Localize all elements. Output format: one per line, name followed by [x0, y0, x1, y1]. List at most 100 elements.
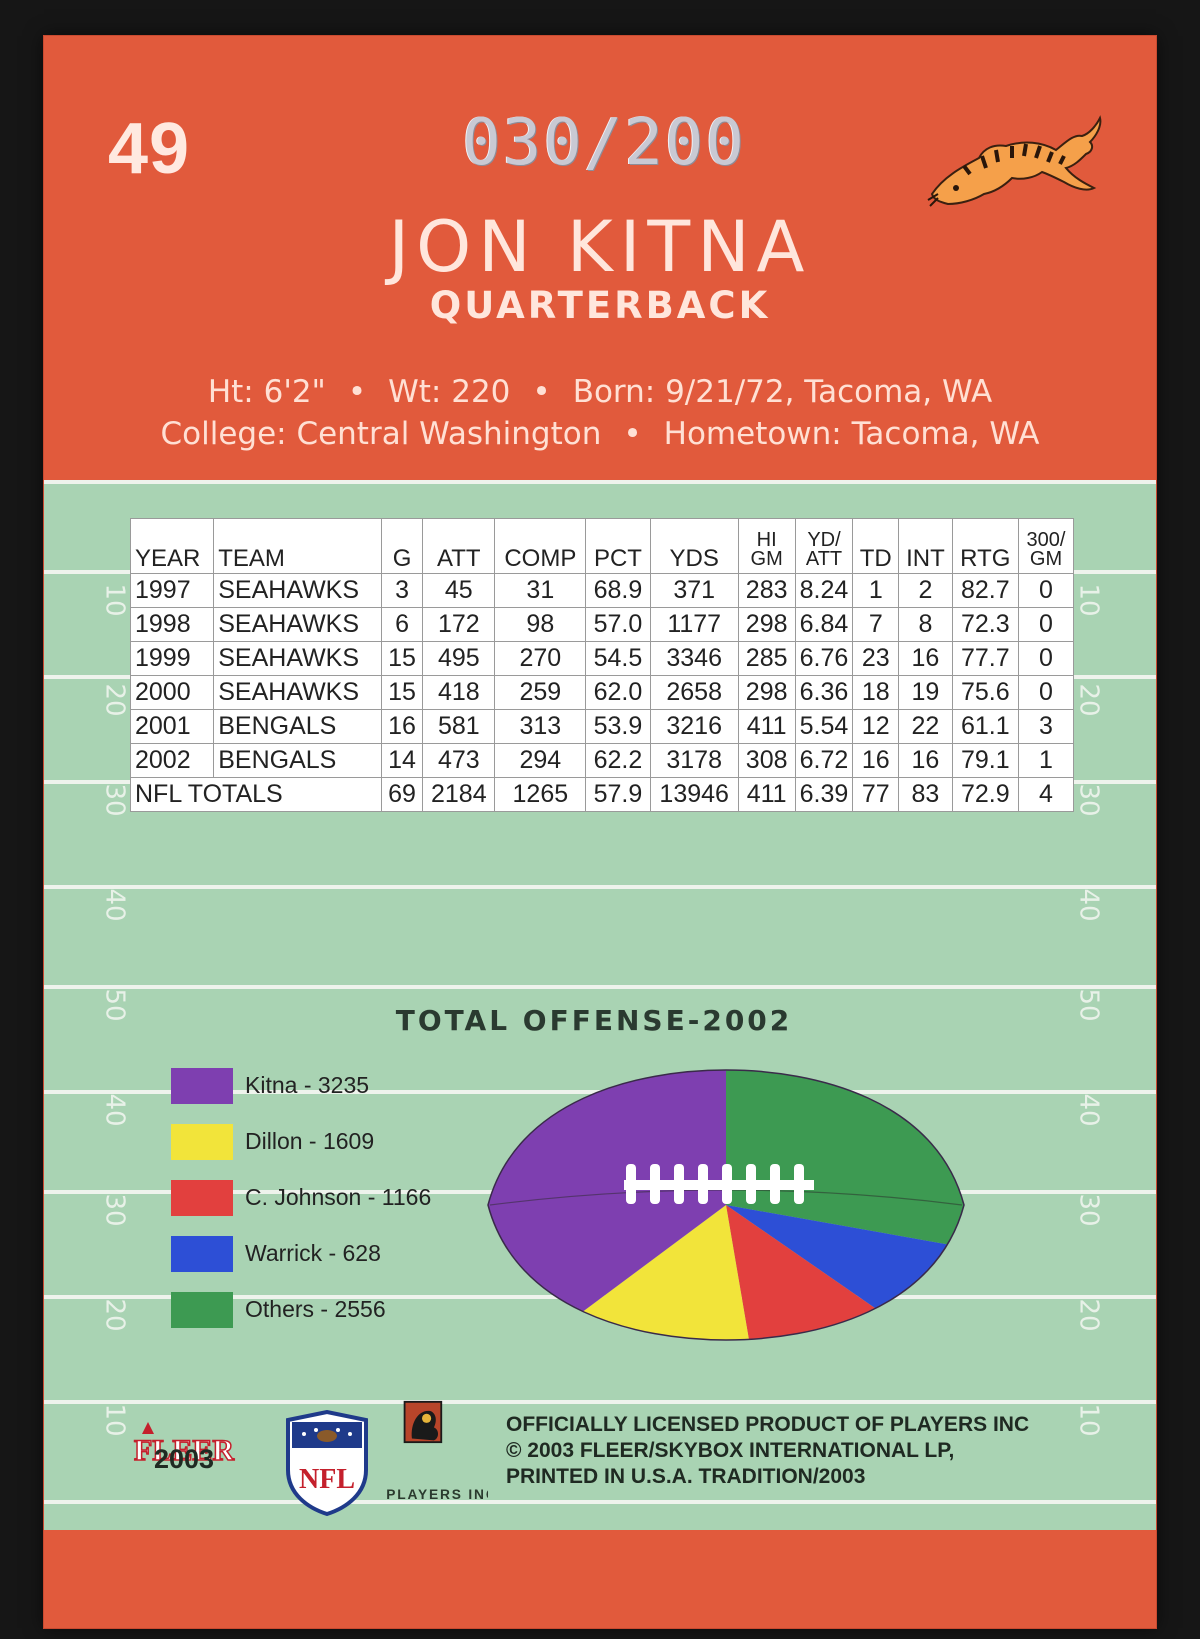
legal-line-3: PRINTED IN U.S.A. TRADITION/2003: [506, 1465, 866, 1488]
yard-number: 30: [99, 783, 130, 817]
table-cell: 18: [852, 675, 900, 710]
bio-separator: •: [347, 374, 367, 410]
table-row: 1998 SEAHAWKS 6 172 98 57.0 1177 298 6.84 7 8 72.3 0: [129, 607, 1074, 642]
table-cell: 1177: [649, 607, 739, 642]
players-logo-text: PLAYERS INC: [386, 1487, 488, 1502]
table-cell: 172: [422, 607, 496, 642]
yard-line: [44, 1500, 1156, 1504]
table-cell: 12: [852, 709, 900, 744]
table-cell: 1998: [129, 607, 215, 642]
table-cell: 6.72: [794, 743, 854, 778]
table-cell: 82.7: [951, 573, 1020, 608]
yard-number: 40: [1073, 888, 1104, 922]
yard-line: [44, 480, 1156, 484]
legend-label: Kitna - 3235: [245, 1072, 370, 1098]
col-header: TD: [852, 518, 900, 574]
table-cell: SEAHAWKS: [213, 573, 382, 608]
table-cell: 3: [1018, 709, 1074, 744]
table-cell: 16: [898, 743, 953, 778]
table-cell: 2658: [649, 675, 739, 710]
table-cell: 0: [1018, 675, 1074, 710]
players-inc-logo: PLAYERS INC: [386, 1400, 488, 1502]
table-cell: 418: [422, 675, 496, 710]
table-cell: 294: [494, 743, 587, 778]
yard-line: [44, 1400, 1156, 1404]
yard-line: [44, 885, 1156, 889]
table-cell: 77.7: [951, 641, 1020, 676]
table-cell: 16: [380, 709, 424, 744]
table-cell: 3346: [649, 641, 739, 676]
col-header: COMP: [494, 518, 587, 574]
col-header: HI GM: [737, 518, 796, 574]
table-cell: 62.2: [585, 743, 651, 778]
yard-number: 30: [99, 1193, 130, 1227]
table-cell: NFL TOTALS: [130, 777, 382, 812]
table-cell: 6.76: [794, 641, 854, 676]
player-position: QUARTERBACK: [429, 284, 771, 327]
yard-number: 10: [99, 583, 130, 617]
yard-number: 20: [1073, 1298, 1104, 1332]
table-cell: SEAHAWKS: [213, 675, 382, 710]
table-cell: 83: [898, 777, 953, 812]
table-cell: 259: [494, 675, 587, 710]
legend-label: Others - 2556: [245, 1296, 386, 1322]
yard-number: 50: [1073, 988, 1104, 1022]
yard-number: 20: [1073, 683, 1104, 717]
fleer-logo: FLEER: [133, 1422, 235, 1468]
table-cell: 6.39: [794, 777, 854, 812]
table-cell: 1: [852, 573, 900, 608]
bio-weight: Wt: 220: [388, 374, 511, 410]
table-cell: 283: [737, 573, 796, 608]
pie-slice-dillon: [488, 1205, 794, 1340]
stats-table: YEAR TEAM G ATT COMP PCT YDS HI GM YD/ A…: [129, 518, 1074, 812]
table-cell: 15: [380, 641, 424, 676]
yard-number: 20: [99, 683, 130, 717]
col-header: G: [380, 518, 424, 574]
table-cell: 2001: [129, 709, 215, 744]
bio-height: Ht: 6'2": [207, 374, 326, 410]
table-cell: 79.1: [951, 743, 1020, 778]
table-cell: 1999: [129, 641, 215, 676]
table-cell: 3178: [649, 743, 739, 778]
col-header: YEAR: [129, 518, 215, 574]
table-cell: 7: [852, 607, 900, 642]
table-cell: 8.24: [794, 573, 854, 608]
col-header: YD/ ATT: [794, 518, 854, 574]
totals-row: NFL TOTALS 69 2184 1265 57.9 13946 411 6.39 77 83…: [130, 777, 1074, 812]
yard-number: 10: [99, 1403, 130, 1437]
table-cell: SEAHAWKS: [213, 641, 382, 676]
table-cell: 1265: [494, 777, 587, 812]
bottom-stripe: [44, 1530, 1156, 1628]
fleer-year: 2003: [154, 1444, 215, 1474]
table-cell: 313: [494, 709, 587, 744]
table-cell: 4: [1018, 777, 1074, 812]
table-cell: 8: [898, 607, 953, 642]
yard-number: 20: [99, 1298, 130, 1332]
legend-label: C. Johnson - 1166: [245, 1184, 432, 1210]
yard-number: 30: [1073, 783, 1104, 817]
legend-swatch: [171, 1068, 233, 1104]
table-cell: BENGALS: [213, 743, 382, 778]
table-cell: 298: [737, 675, 796, 710]
col-header: INT: [898, 518, 953, 574]
bio-hometown: Hometown: Tacoma, WA: [663, 416, 1040, 452]
bio-college: College: Central Washington: [160, 416, 602, 452]
yard-number: 40: [1073, 1093, 1104, 1127]
table-cell: 0: [1018, 573, 1074, 608]
table-cell: 72.9: [951, 777, 1020, 812]
table-cell: BENGALS: [213, 709, 382, 744]
table-cell: 6: [380, 607, 424, 642]
table-cell: 16: [852, 743, 900, 778]
table-cell: 62.0: [585, 675, 651, 710]
table-cell: 2000: [129, 675, 215, 710]
table-cell: 13946: [649, 777, 739, 812]
table-row: 1997 SEAHAWKS 3 45 31 68.9 371 283 8.24 1 2 82.7 0: [129, 573, 1074, 608]
yard-number: 10: [1073, 1403, 1104, 1437]
table-cell: 411: [737, 709, 796, 744]
chart-title: TOTAL OFFENSE-2002: [395, 1004, 793, 1037]
col-header: 300/ GM: [1018, 518, 1074, 574]
table-cell: 3: [380, 573, 424, 608]
table-cell: 69: [380, 777, 424, 812]
yard-number: 40: [99, 1093, 130, 1127]
col-header: RTG: [951, 518, 1020, 574]
